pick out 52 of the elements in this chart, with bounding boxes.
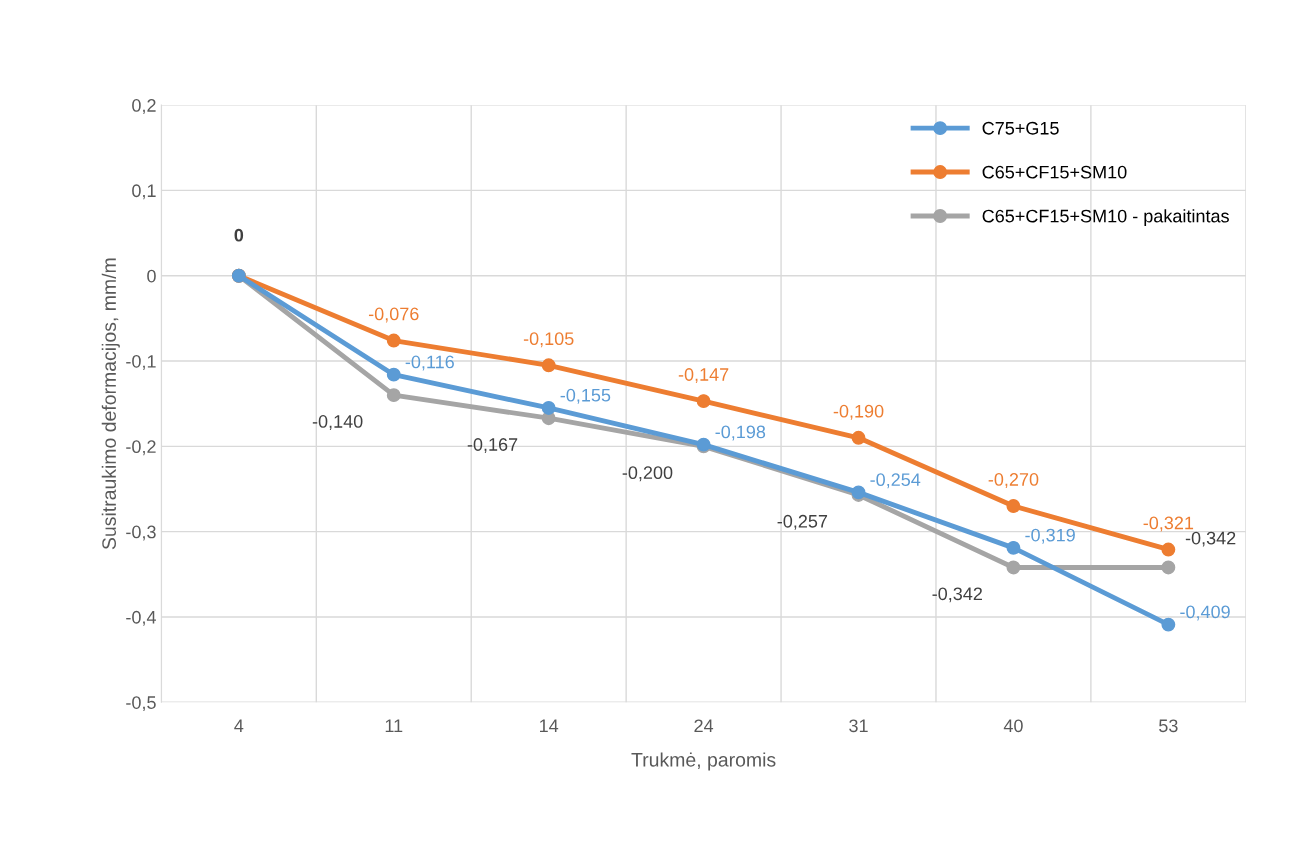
- point: [1006, 499, 1021, 513]
- data-label: -0,190: [833, 404, 884, 420]
- data-label: -0,319: [1025, 528, 1075, 544]
- legend-label: C65+CF15+SM10: [982, 165, 1127, 179]
- y-tick-label: 0,2: [132, 99, 156, 114]
- legend-label: C65+CF15+SM10 - pakaitintas: [982, 209, 1229, 227]
- y-tick-label: -0,2: [126, 440, 156, 456]
- x-tick-label: 11: [385, 719, 403, 732]
- point: [386, 367, 401, 382]
- data-label: -0,342: [932, 587, 982, 603]
- point: [696, 394, 711, 409]
- x-axis-title: Trukmė, paromis: [631, 752, 776, 771]
- x-tick-label: 4: [234, 719, 244, 732]
- point: [541, 400, 556, 415]
- point: [1161, 542, 1176, 557]
- x-tick-label: 40: [1003, 719, 1023, 733]
- data-label: -0,257: [777, 514, 828, 530]
- data-label: -0,321: [1143, 516, 1194, 532]
- data-label: -0,105: [523, 332, 574, 348]
- y-tick-label: -0,5: [126, 696, 156, 712]
- data-label: 0: [234, 228, 244, 242]
- point: [1006, 540, 1021, 555]
- data-label: -0,116: [405, 355, 454, 371]
- y-tick-label: -0,1: [126, 354, 156, 370]
- point: [1161, 560, 1176, 575]
- data-label: -0,198: [715, 425, 766, 441]
- point: [541, 358, 556, 373]
- data-label: -0,140: [312, 415, 363, 430]
- data-label: -0,254: [870, 473, 921, 489]
- point: [386, 388, 401, 403]
- y-tick-label: 0,1: [132, 184, 156, 200]
- data-label: -0,076: [368, 307, 419, 323]
- y-tick-label: 0: [147, 269, 156, 283]
- point: [1161, 617, 1176, 632]
- point: [386, 333, 401, 348]
- legend-label: C75+G15: [982, 121, 1059, 135]
- x-tick-label: 53: [1159, 719, 1178, 733]
- y-tick-label: -0,4: [126, 610, 156, 626]
- data-label: -0,167: [467, 438, 518, 454]
- data-label: -0,147: [678, 368, 729, 384]
- data-label: -0,409: [1180, 605, 1230, 621]
- y-axis-title: Susitraukimo deformacijos, mm/m: [101, 258, 120, 550]
- data-label: -0,342: [1185, 531, 1236, 547]
- x-tick-label: 14: [540, 719, 559, 732]
- y-tick-label: -0,3: [126, 525, 156, 541]
- point: [851, 430, 866, 445]
- x-tick-label: 31: [849, 719, 868, 733]
- point: [1006, 560, 1021, 575]
- data-label: -0,155: [560, 388, 611, 404]
- x-tick-label: 24: [694, 719, 714, 732]
- data-label: -0,200: [622, 466, 673, 482]
- data-label: -0,270: [988, 473, 1039, 488]
